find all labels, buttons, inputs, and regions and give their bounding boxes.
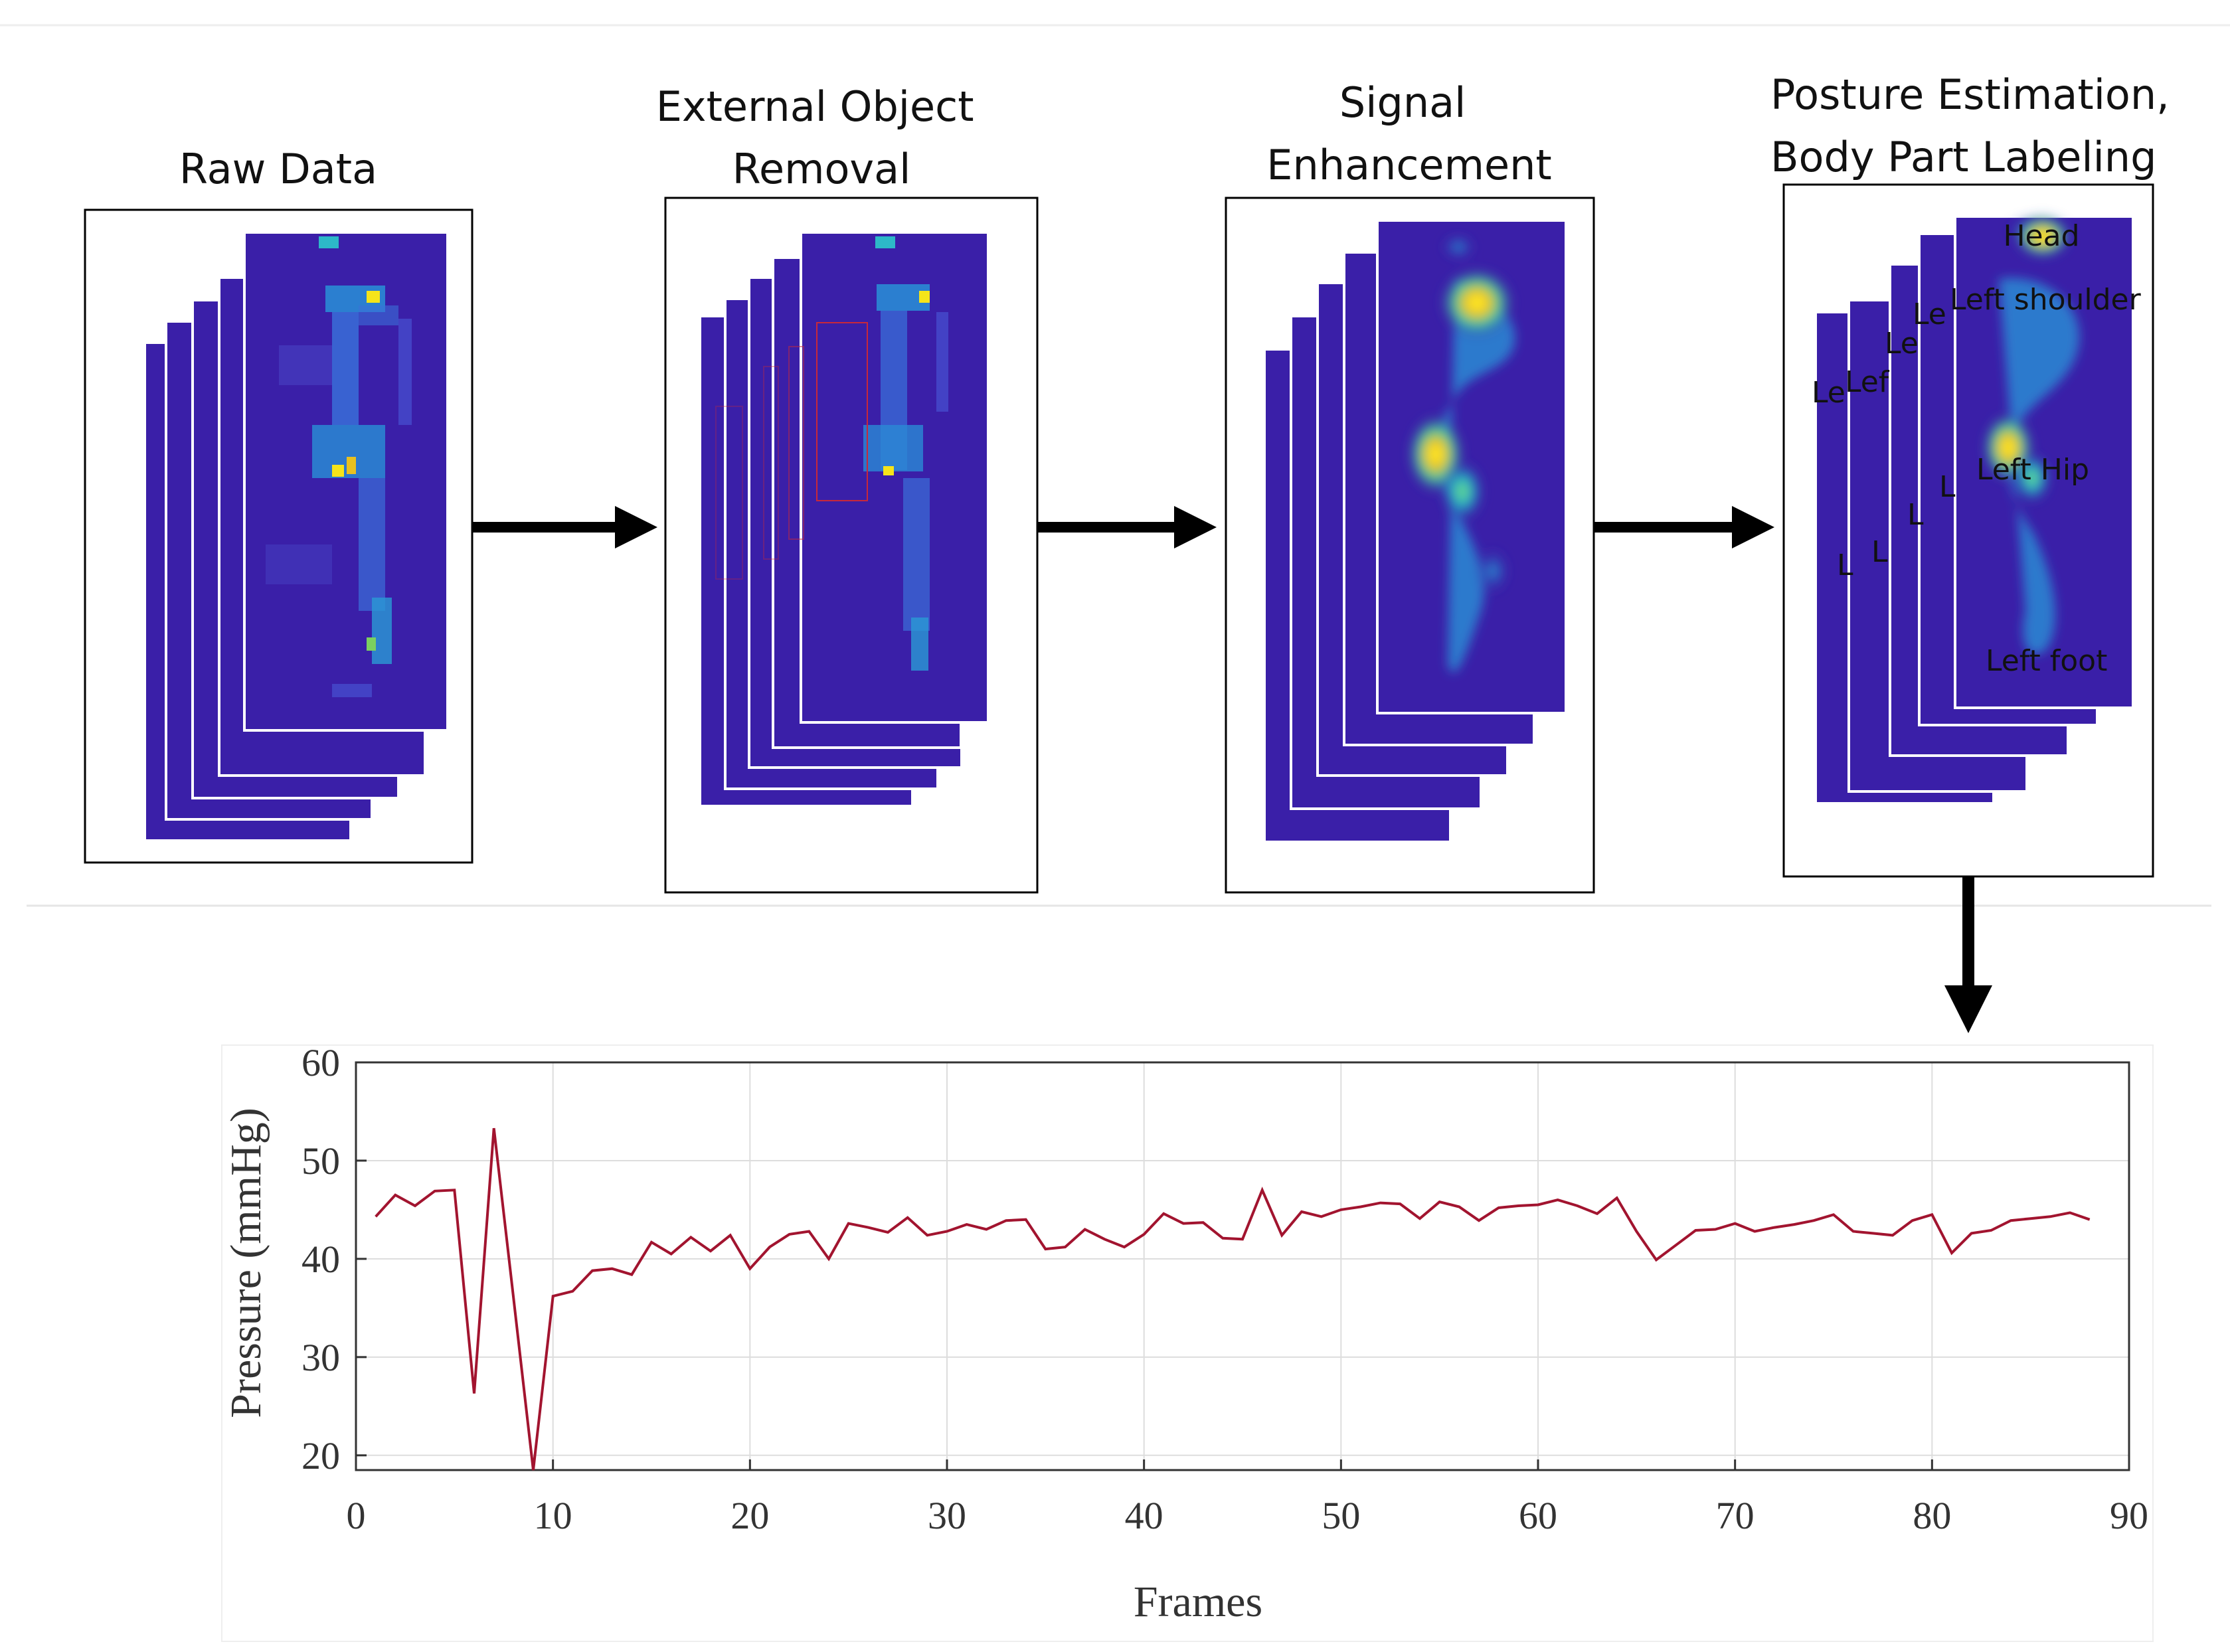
chart-grid (356, 1062, 2129, 1470)
y-tick-label: 30 (301, 1336, 340, 1379)
stage-title-posture-estimation: Posture Estimation, Body Part Labeling (1770, 70, 2183, 181)
y-tick-label: 20 (301, 1434, 340, 1477)
svg-text:Le: Le (1913, 297, 1946, 331)
label-left-hip: Left Hip (1976, 453, 2089, 487)
y-tick-label: 40 (301, 1238, 340, 1281)
stage-title-raw-data: Raw Data (179, 145, 377, 193)
x-tick-label: 20 (730, 1494, 769, 1537)
background-frame-fragments: Le Lef Le Le L L L L (1812, 297, 1956, 582)
x-tick-label: 10 (534, 1494, 572, 1537)
label-left-foot: Left foot (1986, 644, 2107, 678)
body-part-labels: Head Left shoulder Left Hip Left foot (1950, 219, 2142, 678)
svg-text:Le: Le (1812, 376, 1845, 410)
svg-text:L: L (1871, 535, 1888, 569)
label-left-shoulder: Left shoulder (1950, 283, 2142, 317)
stage-title-object-removal: External Object Removal (656, 82, 987, 193)
y-axis-title: Pressure (mmHg) (222, 1108, 270, 1418)
y-tick-label: 60 (301, 1041, 340, 1084)
posture-heatmap (1982, 214, 2080, 655)
x-tick-label: 60 (1519, 1494, 1557, 1537)
svg-text:L: L (1907, 498, 1924, 532)
x-tick-label: 50 (1322, 1494, 1360, 1537)
chart-series (375, 1127, 2091, 1471)
y-tick-label: 50 (301, 1139, 340, 1183)
stage-title-signal-enhancement: Signal Enhancement (1266, 78, 1551, 189)
svg-text:Le: Le (1885, 327, 1919, 361)
series-line-pressure (375, 1127, 2091, 1471)
object-removal-heatmap (715, 236, 948, 671)
raw-data-heatmap (266, 236, 412, 697)
x-axis-title: Frames (1134, 1578, 1262, 1626)
x-tick-label: 70 (1716, 1494, 1755, 1537)
svg-text:L: L (1837, 548, 1853, 582)
pressure-chart: 0 10 20 30 40 50 60 70 80 90 20 30 40 50 60 Frames Pre… (221, 1041, 2154, 1642)
chart-ticks: 0 10 20 30 40 50 60 70 80 90 20 30 40 50 60 (301, 1041, 2148, 1537)
x-tick-label: 40 (1125, 1494, 1163, 1537)
plot-area (355, 1061, 2130, 1471)
chart-frame-bg (221, 1044, 2154, 1642)
x-tick-label: 90 (2110, 1494, 2148, 1537)
svg-text:L: L (1939, 470, 1956, 504)
x-tick-label: 30 (928, 1494, 966, 1537)
signal-enhancement-heatmap (1407, 234, 1515, 673)
svg-text:Lef: Lef (1845, 365, 1890, 399)
label-head: Head (2003, 219, 2079, 253)
x-tick-label: 0 (347, 1494, 366, 1537)
x-tick-label: 80 (1913, 1494, 1951, 1537)
